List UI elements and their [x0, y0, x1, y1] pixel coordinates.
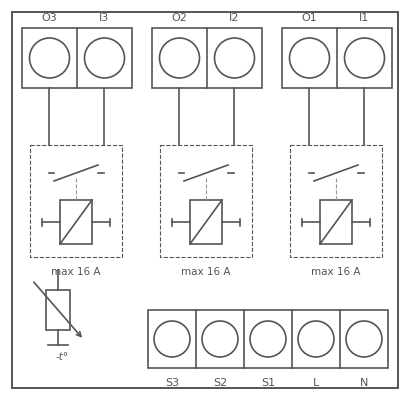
Text: max 16 A: max 16 A	[310, 267, 360, 277]
Bar	[160, 145, 252, 257]
Bar	[60, 200, 92, 244]
Bar	[319, 200, 351, 244]
Text: S2: S2	[212, 378, 227, 388]
Bar	[148, 310, 387, 368]
Bar	[46, 290, 70, 330]
Text: max 16 A: max 16 A	[181, 267, 230, 277]
Text: O2: O2	[171, 13, 187, 23]
Text: S3: S3	[164, 378, 179, 388]
Text: O1: O1	[300, 13, 316, 23]
Text: S1: S1	[260, 378, 274, 388]
Bar	[22, 28, 132, 88]
Text: I3: I3	[99, 13, 109, 23]
Text: max 16 A: max 16 A	[51, 267, 101, 277]
Text: N: N	[359, 378, 367, 388]
Text: L: L	[312, 378, 318, 388]
Bar	[281, 28, 391, 88]
Text: -t°: -t°	[55, 352, 68, 362]
Bar	[289, 145, 381, 257]
Text: I1: I1	[358, 13, 368, 23]
Text: I2: I2	[228, 13, 238, 23]
Bar	[189, 200, 221, 244]
Bar	[30, 145, 122, 257]
Bar	[152, 28, 261, 88]
Text: O3: O3	[41, 13, 57, 23]
